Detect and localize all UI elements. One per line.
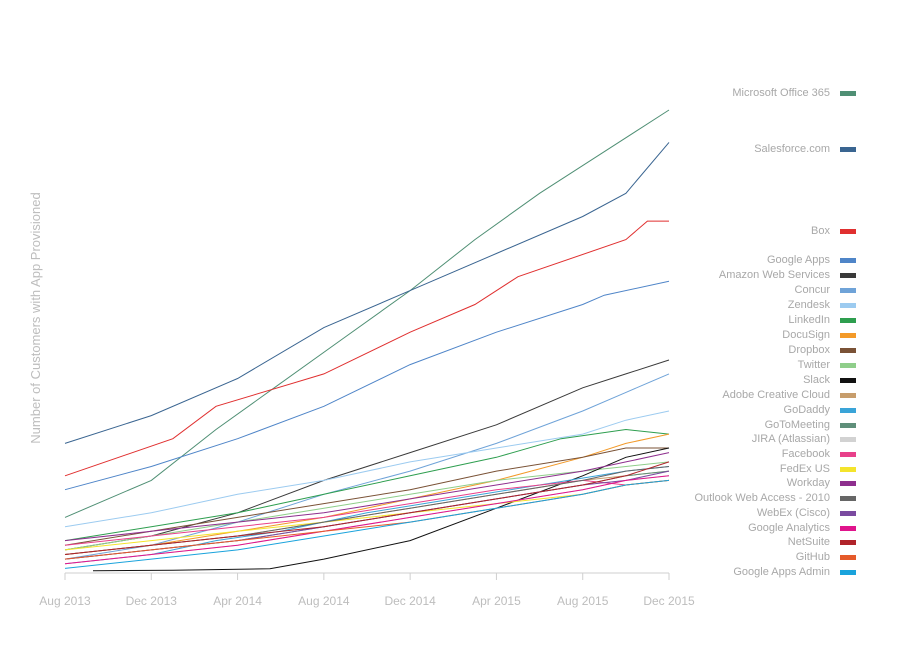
legend-label: Adobe Creative Cloud <box>722 389 830 401</box>
legend-label: Google Apps <box>767 254 830 266</box>
legend-label: FedEx US <box>780 463 830 475</box>
legend-label: Dropbox <box>788 344 830 356</box>
legend-label: WebEx (Cisco) <box>757 507 830 519</box>
legend-swatch <box>840 91 856 96</box>
series-line-box <box>64 220 669 477</box>
legend-label: Zendesk <box>788 299 831 311</box>
x-tick-label: Aug 2015 <box>557 594 609 608</box>
legend-label: Box <box>811 225 830 237</box>
series-line-workday <box>64 452 670 542</box>
series-line-dropbox <box>64 447 669 546</box>
legend-swatch <box>840 437 856 442</box>
legend-label: Outlook Web Access - 2010 <box>694 492 830 504</box>
series-line-google-apps-admin <box>64 479 670 569</box>
legend-label: GoToMeeting <box>765 419 830 431</box>
legend-label: GitHub <box>796 551 830 563</box>
legend-swatch <box>840 452 856 457</box>
series-lines <box>64 109 670 572</box>
legend-label: Google Apps Admin <box>733 566 830 578</box>
legend-swatch <box>840 467 856 472</box>
legend-swatch <box>840 258 856 263</box>
legend-swatch <box>840 540 856 545</box>
legend-label: Google Analytics <box>748 522 830 534</box>
legend-swatch <box>840 570 856 575</box>
legend-label: LinkedIn <box>788 314 830 326</box>
legend-label: Twitter <box>798 359 831 371</box>
legend-swatch <box>840 511 856 516</box>
legend-swatch <box>840 303 856 308</box>
series-line-linkedin <box>64 428 670 542</box>
legend-swatch <box>840 273 856 278</box>
x-tick-label: Apr 2015 <box>472 594 521 608</box>
legend-swatch <box>840 318 856 323</box>
x-tick-label: Dec 2015 <box>643 594 695 608</box>
series-line-salesforce-com <box>64 142 670 444</box>
legend-swatch <box>840 408 856 413</box>
legend-label: JIRA (Atlassian) <box>752 433 830 445</box>
legend-label: Amazon Web Services <box>719 269 831 281</box>
legend-swatch <box>840 363 856 368</box>
legend-swatch <box>840 526 856 531</box>
series-line-microsoft-office-365 <box>64 109 670 518</box>
series-line-netsuite <box>64 461 670 555</box>
legend-swatch <box>840 496 856 501</box>
legend-label: NetSuite <box>788 536 830 548</box>
x-tick-label: Dec 2013 <box>126 594 178 608</box>
legend-label: Concur <box>795 284 831 296</box>
legend-swatch <box>840 393 856 398</box>
legend-swatch <box>840 378 856 383</box>
series-line-google-apps <box>64 280 670 491</box>
x-tick-label: Dec 2014 <box>384 594 436 608</box>
legend-swatch <box>840 229 856 234</box>
legend-label: Facebook <box>782 448 831 460</box>
series-line-amazon-web-services <box>64 359 670 551</box>
legend-swatch <box>840 481 856 486</box>
legend-label: Workday <box>787 477 831 489</box>
legend-label: Microsoft Office 365 <box>732 87 830 99</box>
x-tick-label: Aug 2013 <box>39 594 91 608</box>
y-axis-label: Number of Customers with App Provisioned <box>28 192 43 443</box>
legend-swatch <box>840 288 856 293</box>
x-ticks: Aug 2013 Dec 2013 Apr 2014 Aug 2014 Dec 2014… <box>39 573 695 608</box>
legend-label: DocuSign <box>782 329 830 341</box>
legend-swatch <box>840 333 856 338</box>
series-line-google-analytics <box>64 475 670 565</box>
legend-swatch <box>840 348 856 353</box>
series-line-godaddy <box>64 466 670 565</box>
legend-swatch <box>840 555 856 560</box>
series-line-zendesk <box>64 410 670 528</box>
series-line-slack <box>92 447 670 572</box>
legend-label: GoDaddy <box>784 404 831 416</box>
legend-label: Salesforce.com <box>754 143 830 155</box>
x-tick-label: Aug 2014 <box>298 594 350 608</box>
series-line-twitter <box>64 461 670 551</box>
legend-swatch <box>840 147 856 152</box>
legend-swatch <box>840 423 856 428</box>
x-tick-label: Apr 2014 <box>213 594 262 608</box>
legend-label: Slack <box>803 374 830 386</box>
legend: Microsoft Office 365 Salesforce.com Box Goo… <box>694 87 856 578</box>
